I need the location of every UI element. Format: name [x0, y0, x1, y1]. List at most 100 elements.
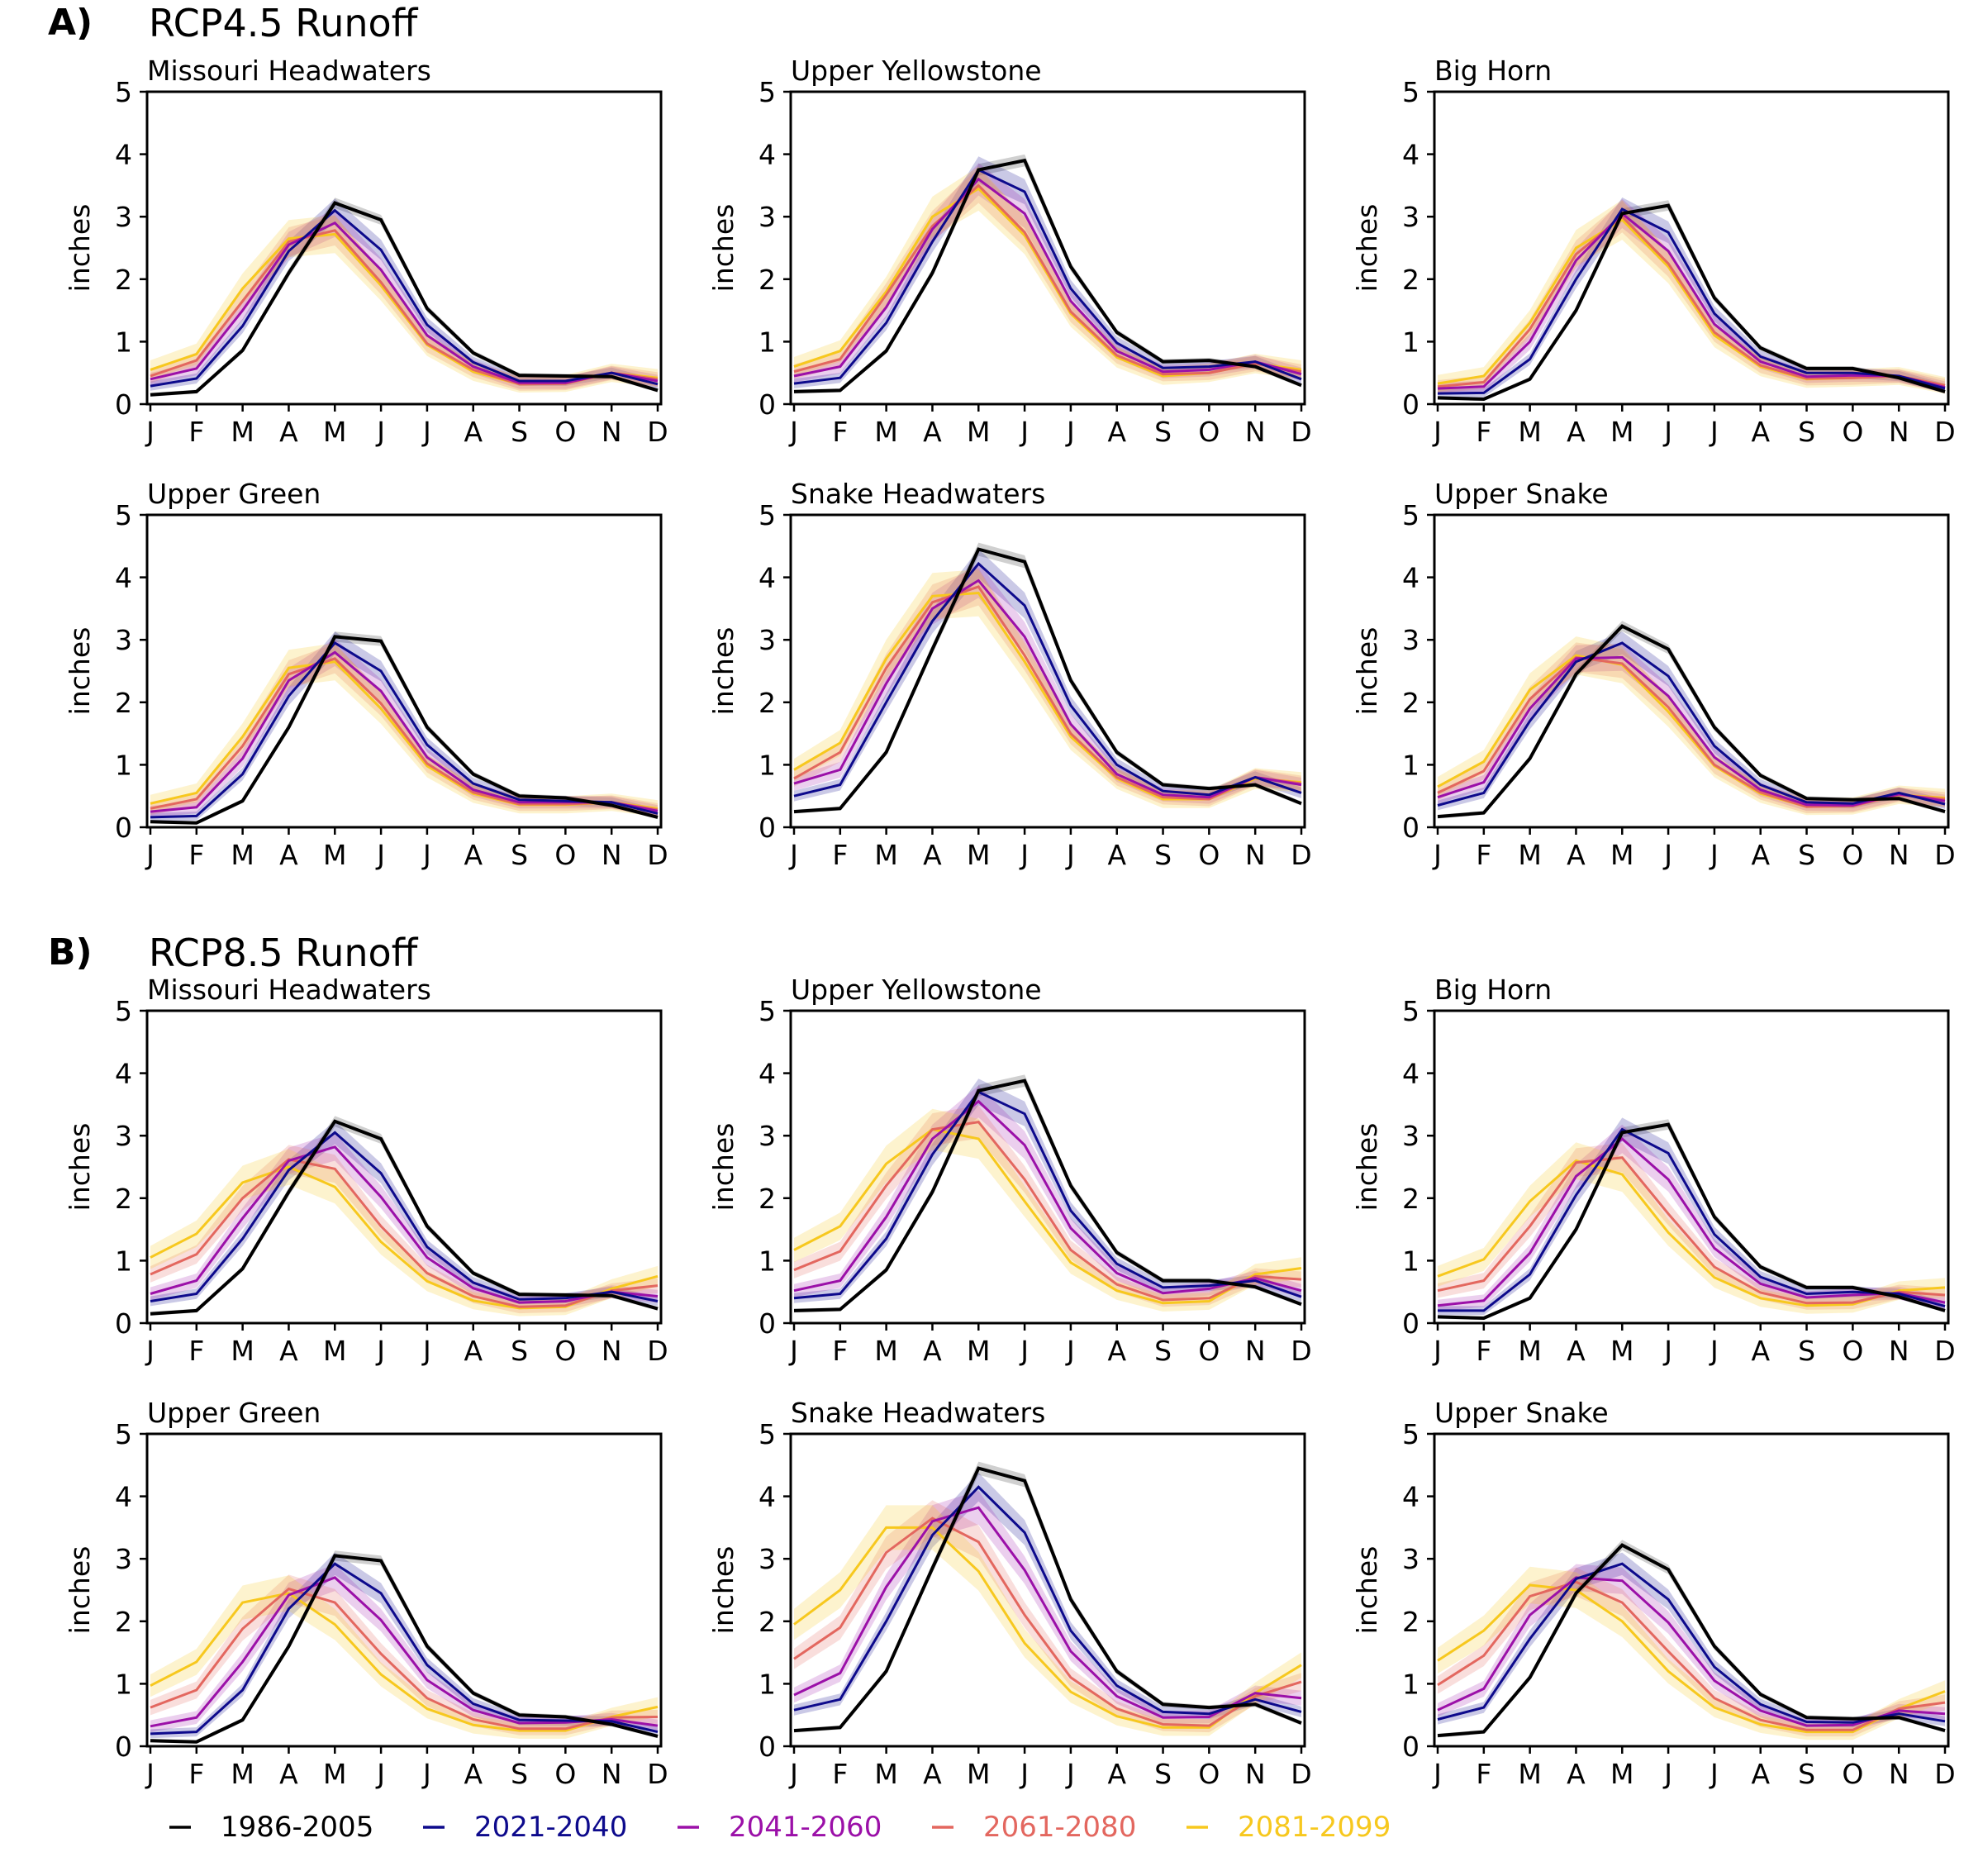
- series-line: [793, 585, 1302, 801]
- y-tick-label: 0: [1402, 388, 1419, 421]
- y-tick-label: 0: [1402, 1731, 1419, 1763]
- x-tick-label: N: [602, 839, 622, 871]
- x-tick-label: A: [1751, 416, 1770, 448]
- series-line: [793, 1090, 1302, 1300]
- series-line: [150, 1576, 659, 1728]
- x-tick-label: J: [1432, 1335, 1442, 1367]
- section-a-letter: A): [48, 2, 93, 44]
- y-axis-label: inches: [1351, 627, 1383, 716]
- series-line: [1437, 1576, 1946, 1727]
- y-tick-label: 3: [758, 1543, 776, 1575]
- x-tick-label: D: [1291, 839, 1311, 871]
- x-tick-label: S: [1798, 1758, 1815, 1790]
- x-tick-label: J: [788, 1758, 798, 1790]
- y-axis-label: inches: [1351, 1123, 1383, 1212]
- y-tick-label: 1: [115, 1668, 132, 1700]
- x-tick-label: J: [1019, 1758, 1029, 1790]
- x-tick-label: O: [1842, 1335, 1863, 1367]
- axes-frame: [789, 1432, 1306, 1748]
- x-tick-label: S: [1154, 839, 1172, 871]
- x-tick-label: M: [1610, 839, 1633, 871]
- axes-frame: [789, 513, 1306, 829]
- axes-frame: [1433, 90, 1950, 406]
- y-tick-label: 3: [115, 201, 132, 233]
- x-tick-label: M: [967, 1335, 990, 1367]
- y-axis-label: inches: [64, 1123, 96, 1212]
- panel-title: Upper Snake: [1434, 1397, 1609, 1429]
- x-tick-label: F: [832, 1335, 848, 1367]
- axes-frame: [1433, 1432, 1950, 1748]
- x-tick-label: M: [874, 1335, 897, 1367]
- x-tick-label: J: [375, 1758, 385, 1790]
- x-tick-label: J: [1019, 839, 1029, 871]
- x-tick-label: A: [923, 416, 942, 448]
- series-line: [793, 547, 1302, 814]
- x-tick-label: J: [1065, 1335, 1075, 1367]
- legend-item: 2041-2060: [678, 1811, 882, 1844]
- y-tick-label: 5: [1402, 1418, 1419, 1450]
- x-tick-label: O: [1842, 1758, 1863, 1790]
- legend-label: 2081-2099: [1238, 1811, 1391, 1844]
- x-tick-label: S: [511, 416, 528, 448]
- series-line: [150, 635, 659, 825]
- y-tick-label: 4: [758, 139, 776, 171]
- x-tick-label: N: [1889, 1758, 1909, 1790]
- legend-label: 2061-2080: [983, 1811, 1136, 1844]
- x-tick-label: S: [511, 839, 528, 871]
- y-tick-label: 2: [758, 1183, 776, 1215]
- y-tick-label: 4: [758, 1481, 776, 1513]
- x-tick-label: F: [188, 416, 204, 448]
- y-tick-label: 4: [115, 562, 132, 594]
- series-line: [1437, 215, 1946, 388]
- x-tick-label: N: [1889, 416, 1909, 448]
- series-line: [150, 1158, 659, 1308]
- x-tick-label: J: [421, 416, 431, 448]
- series-line: [1437, 641, 1946, 807]
- uncertainty-band: [150, 198, 658, 391]
- y-tick-label: 5: [115, 995, 132, 1027]
- panel-title: Upper Green: [147, 1397, 321, 1429]
- x-tick-label: F: [832, 1758, 848, 1790]
- x-tick-label: J: [1709, 1335, 1719, 1367]
- y-tick-label: 2: [115, 264, 132, 296]
- series-line: [150, 1592, 659, 1732]
- y-tick-label: 5: [758, 1418, 776, 1450]
- x-tick-label: N: [1245, 839, 1266, 871]
- uncertainty-band: [150, 1149, 658, 1317]
- series-line: [793, 1078, 1302, 1312]
- y-tick-label: 0: [115, 388, 132, 421]
- y-tick-label: 4: [1402, 562, 1419, 594]
- panel-title: Upper Yellowstone: [791, 55, 1042, 87]
- x-tick-label: O: [1842, 839, 1863, 871]
- x-tick-label: N: [1889, 839, 1909, 871]
- y-tick-label: 3: [115, 624, 132, 656]
- y-tick-label: 0: [115, 812, 132, 844]
- y-tick-label: 1: [1402, 1245, 1419, 1277]
- legend-label: 1986-2005: [221, 1811, 373, 1844]
- y-tick-label: 5: [758, 76, 776, 108]
- series-line: [1437, 624, 1946, 819]
- x-tick-label: S: [1798, 839, 1815, 871]
- series-line: [150, 201, 659, 397]
- y-tick-label: 0: [115, 1307, 132, 1340]
- x-tick-label: S: [511, 1758, 528, 1790]
- x-tick-label: J: [1662, 839, 1672, 871]
- x-tick-label: S: [1798, 1335, 1815, 1367]
- y-tick-label: 2: [1402, 687, 1419, 719]
- y-tick-label: 2: [115, 1606, 132, 1638]
- y-tick-label: 4: [1402, 1481, 1419, 1513]
- series-line: [150, 1145, 659, 1304]
- uncertainty-band: [1438, 1143, 1945, 1310]
- x-tick-label: A: [1107, 1335, 1126, 1367]
- x-tick-label: N: [602, 416, 622, 448]
- x-tick-label: M: [231, 1758, 254, 1790]
- y-tick-label: 5: [115, 1418, 132, 1450]
- series-line: [793, 1127, 1302, 1305]
